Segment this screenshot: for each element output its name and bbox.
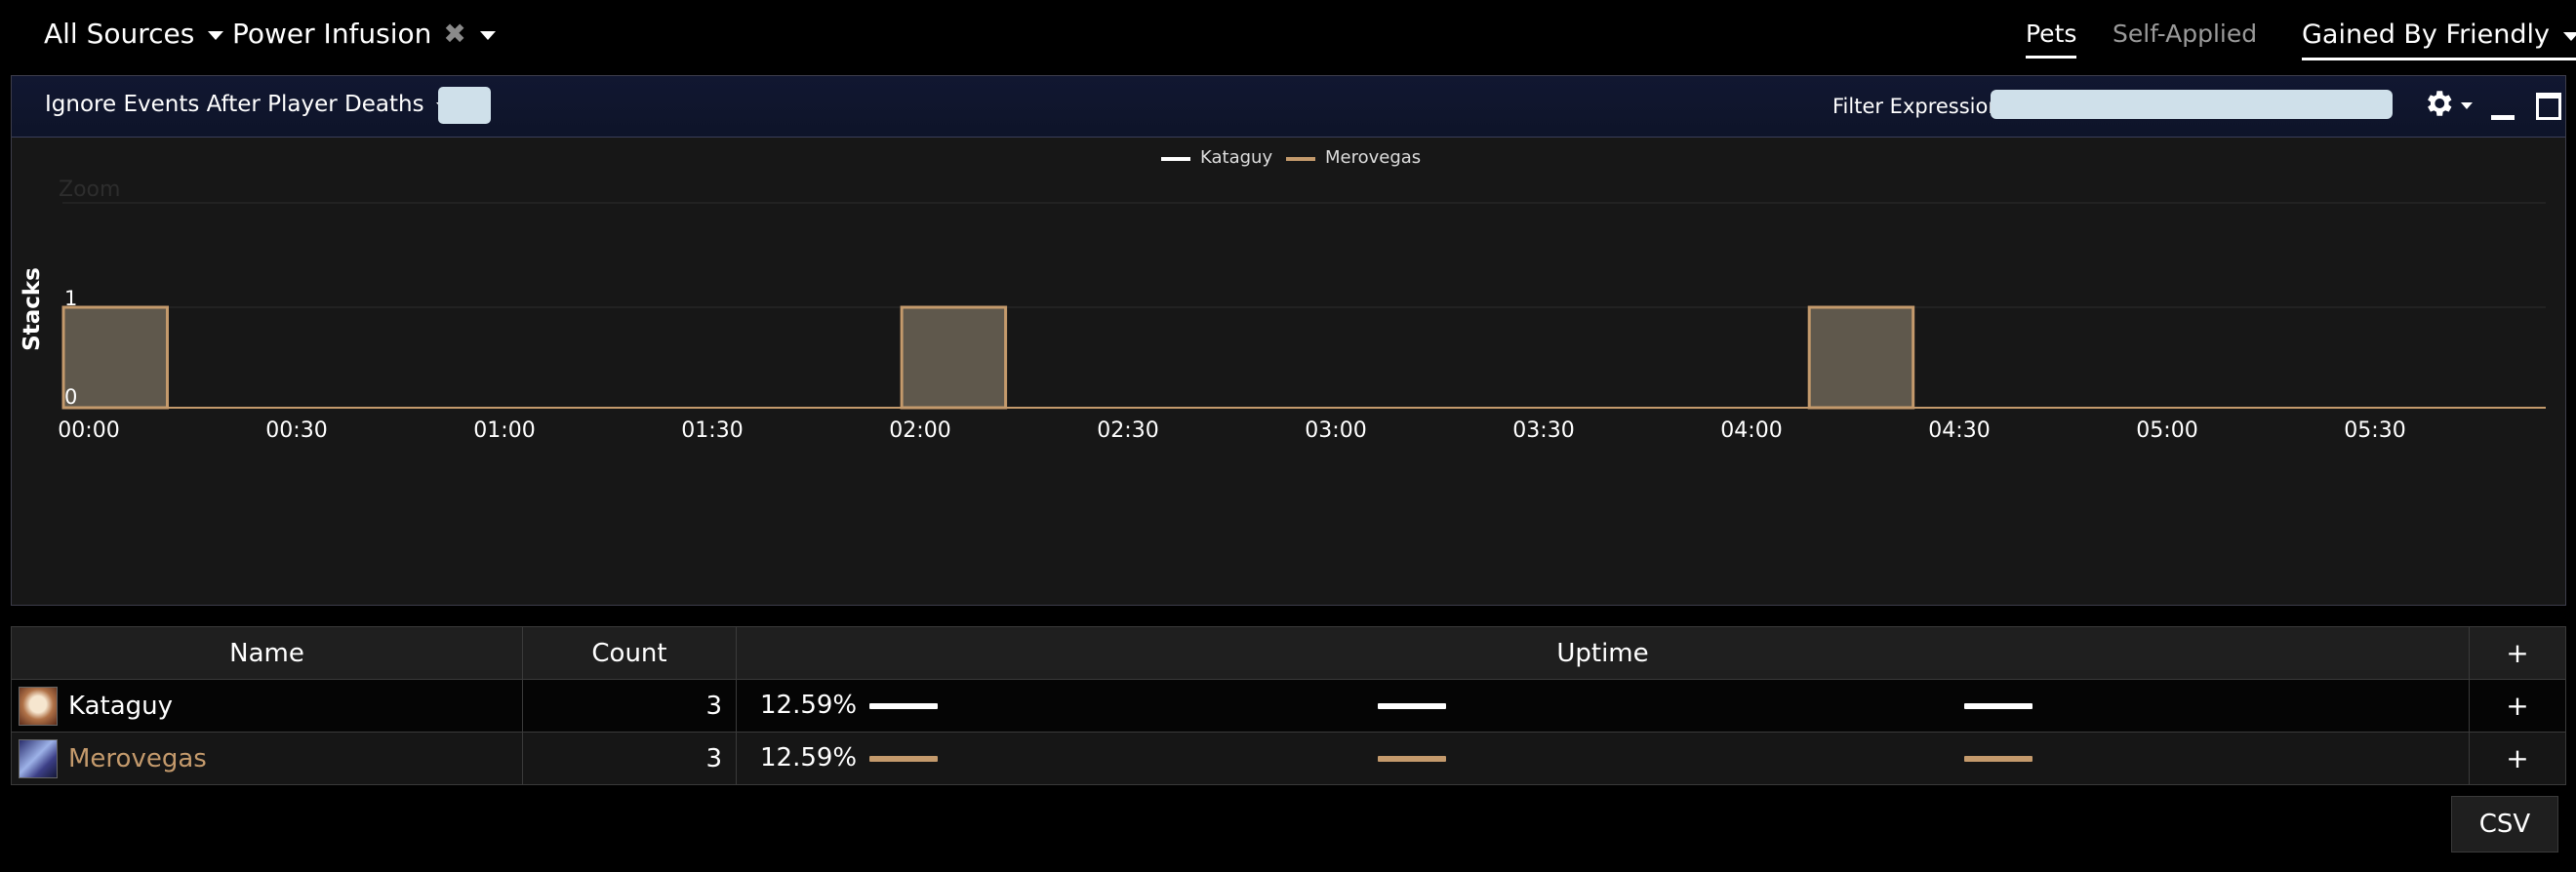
chevron-down-icon [479,31,496,40]
csv-export-button[interactable]: CSV [2451,796,2558,852]
x-tick-label: 04:00 [1720,418,1782,443]
legend-label: Kataguy [1200,147,1272,168]
stack-interval-merovegas [1807,305,1915,410]
x-tick-label: 05:00 [2136,418,2197,443]
y-tick-label: 1 [64,287,77,310]
x-tick-label: 03:00 [1305,418,1366,443]
uptime-bar [869,703,938,709]
uptime-bar [1964,756,2033,762]
expand-row-button[interactable]: + [2506,742,2529,774]
maximize-icon [2536,93,2561,120]
count-cell: 3 [523,680,737,732]
ability-dropdown[interactable]: Power Infusion ✖ [232,18,496,50]
column-header-uptime[interactable]: Uptime [737,627,2470,679]
source-dropdown-label: All Sources [44,18,195,50]
stack-interval-merovegas [61,305,169,410]
ability-dropdown-label: Power Infusion [232,18,432,50]
x-tick-label: 01:30 [681,418,743,443]
x-tick-label: 03:30 [1512,418,1574,443]
stacks-chart[interactable]: Kataguy Merovegas Zoom 01 00:00 00:30 01:00… [12,138,2565,604]
panel-header: Ignore Events After Player Deaths Filter… [12,76,2565,138]
minimize-button[interactable] [2491,102,2515,120]
death-filter-label: Ignore Events After Player Deaths [45,92,424,117]
avatar [19,738,58,778]
y-axis: 01 [64,287,77,409]
filter-expression-input[interactable] [1991,90,2393,119]
buff-panel: Ignore Events After Player Deaths Filter… [11,75,2566,606]
source-dropdown[interactable]: All Sources [44,18,224,50]
name-cell: Merovegas [12,733,523,784]
x-tick-label: 01:00 [473,418,535,443]
uptime-bar [869,756,938,762]
stack-interval-merovegas [900,305,1008,410]
uptime-cell: 12.59% [737,733,2470,784]
filter-expression-label: Filter Expression: [1832,95,2008,118]
uptime-percent: 12.59% [760,743,858,773]
expand-row-button[interactable]: + [2506,690,2529,722]
uptime-percent: 12.59% [760,691,858,720]
uptime-bar [1378,756,1446,762]
x-tick-label: 05:30 [2344,418,2405,443]
column-header-name[interactable]: Name [12,627,523,679]
column-header-count[interactable]: Count [523,627,737,679]
settings-dropdown[interactable] [2422,84,2480,123]
table-row[interactable]: Merovegas 3 12.59% + [12,733,2565,784]
x-axis: 00:00 00:30 01:00 01:30 02:00 02:30 03:00 03:30… [58,418,2405,443]
table-header: Name Count Uptime + [12,627,2565,680]
tab-self-applied[interactable]: Self-Applied [2113,20,2258,48]
mode-dropdown-label: Gained By Friendly [2302,20,2551,50]
chart-legend: Kataguy Merovegas [1161,147,1421,168]
tab-pets[interactable]: Pets [2026,20,2077,59]
maximize-button[interactable] [2536,93,2561,120]
x-tick-label: 00:00 [58,418,119,443]
legend-label: Merovegas [1325,147,1421,168]
chart-marks [61,305,1915,410]
table-row[interactable]: Kataguy 3 12.59% + [12,680,2565,733]
player-name[interactable]: Merovegas [68,743,207,773]
toggle-box[interactable] [438,87,491,124]
chart-grid [62,202,2546,409]
avatar [19,686,58,726]
uptime-bar [1964,703,2033,709]
x-tick-label: 02:30 [1097,418,1158,443]
minimize-icon [2491,115,2515,120]
chevron-down-icon [2461,101,2473,109]
x-tick-label: 02:00 [889,418,950,443]
zoom-label[interactable]: Zoom [59,178,120,202]
expand-all-button[interactable]: + [2506,637,2529,669]
mode-dropdown[interactable]: Gained By Friendly [2302,20,2576,60]
chevron-down-icon [208,31,224,40]
uptime-cell: 12.59% [737,680,2470,732]
count-cell: 3 [523,733,737,784]
death-filter-dropdown[interactable]: Ignore Events After Player Deaths [45,92,450,117]
x-tick-label: 00:30 [265,418,327,443]
clear-icon[interactable]: ✖ [443,18,466,50]
gear-icon [2428,91,2452,116]
chevron-down-icon [2563,32,2576,41]
uptime-bar [1378,703,1446,709]
x-tick-label: 04:30 [1928,418,1990,443]
y-tick-label: 0 [64,385,77,409]
y-axis-label: Stacks [20,267,45,351]
uptime-table: Name Count Uptime + Kataguy 3 12.59% + M… [11,626,2566,785]
top-bar: All Sources Power Infusion ✖ Pets Self-A… [0,0,2576,74]
player-name[interactable]: Kataguy [68,691,174,721]
name-cell: Kataguy [12,680,523,732]
